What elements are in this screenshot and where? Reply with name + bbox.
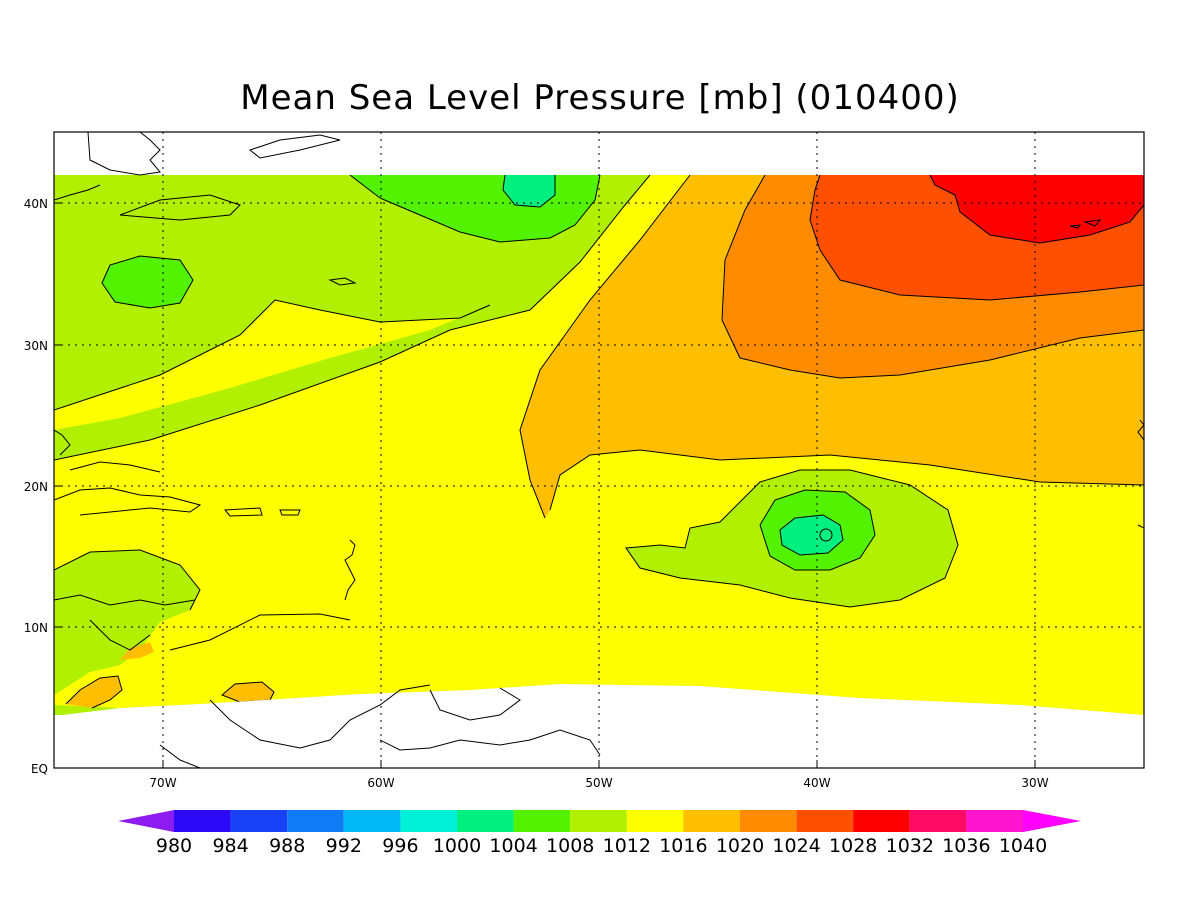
colorbar-box bbox=[966, 810, 1023, 832]
colorbar-arrow-high bbox=[1023, 810, 1081, 832]
colorbar-label: 1028 bbox=[829, 835, 877, 857]
coastlines bbox=[54, 132, 1144, 768]
field-1020-spot-a bbox=[66, 676, 122, 708]
colorbar-box bbox=[513, 810, 571, 832]
lat-axis-labels: EQ 10N 20N 30N 40N bbox=[24, 197, 48, 776]
map-title: Mean Sea Level Pressure [mb] (010400) bbox=[240, 78, 960, 118]
colorbar-box bbox=[683, 810, 740, 832]
field-1008-west bbox=[102, 256, 193, 308]
colorbar-box bbox=[853, 810, 910, 832]
colorbar-label: 992 bbox=[326, 835, 362, 857]
colorbar-label: 996 bbox=[382, 835, 418, 857]
axis-ticks bbox=[54, 202, 1036, 769]
lon-label: 40W bbox=[803, 776, 830, 790]
field-1016-tongue bbox=[54, 300, 490, 430]
field-1032 bbox=[930, 175, 1144, 243]
lon-label: 70W bbox=[149, 776, 176, 790]
colorbar-label: 1000 bbox=[433, 835, 481, 857]
field-1020-spot-c bbox=[120, 642, 154, 660]
field-1000-center bbox=[819, 528, 833, 542]
lat-label: 30N bbox=[24, 339, 48, 353]
field-1004-north bbox=[503, 175, 555, 207]
colorbar-label: 1012 bbox=[603, 835, 651, 857]
colorbar-box bbox=[909, 810, 967, 832]
lon-label: 50W bbox=[585, 776, 612, 790]
lat-label: 10N bbox=[24, 621, 48, 635]
colorbar-box bbox=[230, 810, 288, 832]
nodata-south bbox=[54, 684, 1144, 768]
field-1020-spot-b bbox=[222, 682, 274, 702]
colorbar-label: 1004 bbox=[489, 835, 537, 857]
colorbar-box bbox=[174, 810, 231, 832]
lat-label: 40N bbox=[24, 197, 48, 211]
map-field bbox=[54, 132, 1144, 768]
contour-lines bbox=[54, 174, 1144, 709]
colorbar-label: 1008 bbox=[546, 835, 594, 857]
colorbar-box bbox=[570, 810, 627, 832]
gridlines bbox=[54, 132, 1144, 768]
colorbar: 980 984 988 992 996 1000 1004 1008 1012 1016 1020 1… bbox=[118, 810, 1081, 857]
colorbar-box bbox=[796, 810, 854, 832]
colorbar-label: 1036 bbox=[942, 835, 990, 857]
colorbar-label: 980 bbox=[156, 835, 192, 857]
colorbar-label: 984 bbox=[212, 835, 248, 857]
lon-axis-labels: 70W 60W 50W 40W 30W bbox=[149, 776, 1048, 790]
colorbar-arrow-low bbox=[118, 810, 174, 832]
colorbar-label: 988 bbox=[269, 835, 305, 857]
colorbar-box bbox=[400, 810, 457, 832]
colorbar-label: 1032 bbox=[886, 835, 934, 857]
colorbar-label: 1020 bbox=[716, 835, 764, 857]
colorbar-label: 1024 bbox=[772, 835, 820, 857]
colorbar-box bbox=[626, 810, 684, 832]
colorbar-label: 1040 bbox=[999, 835, 1047, 857]
lon-label: 60W bbox=[367, 776, 394, 790]
lat-label: 20N bbox=[24, 480, 48, 494]
colorbar-box bbox=[457, 810, 514, 832]
field-1004-low bbox=[780, 515, 843, 555]
lon-label: 30W bbox=[1021, 776, 1048, 790]
colorbar-label: 1016 bbox=[659, 835, 707, 857]
colorbar-box bbox=[740, 810, 797, 832]
lat-label: EQ bbox=[31, 762, 48, 776]
colorbar-box bbox=[287, 810, 344, 832]
field-1012-caribbean bbox=[54, 550, 200, 695]
colorbar-box bbox=[343, 810, 401, 832]
